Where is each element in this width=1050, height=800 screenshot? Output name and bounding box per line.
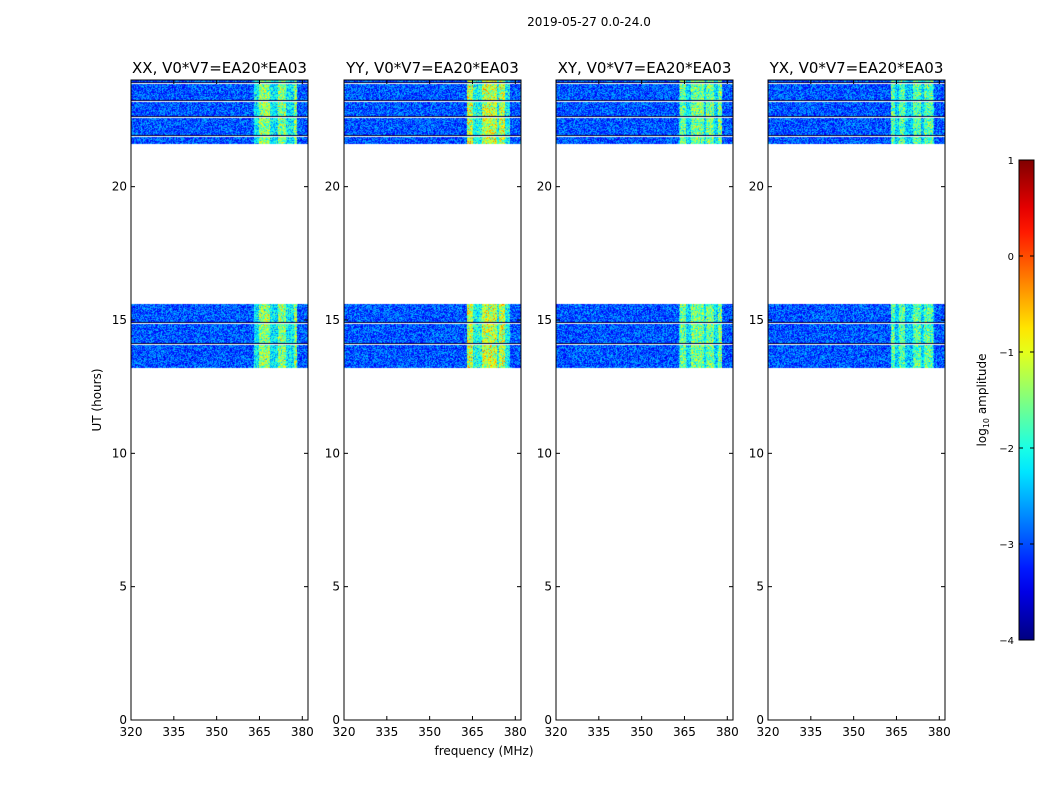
colorbar: −4 −3 −2 −1 0 1 bbox=[999, 156, 1035, 647]
panel-1: YY, V0*V7=EA20*EA03 320 335 350 365 380 0 5 10 15… bbox=[325, 59, 527, 739]
x-tick-label: 320 bbox=[545, 725, 568, 739]
y-tick-label: 5 bbox=[544, 580, 552, 594]
heatmap-image bbox=[768, 80, 945, 720]
plot-frame bbox=[555, 79, 734, 721]
y-tick-label: 0 bbox=[756, 713, 764, 727]
colorbar-tick-label: 1 bbox=[1008, 156, 1014, 167]
y-tick-label: 15 bbox=[537, 313, 552, 327]
x-axis-label: frequency (MHz) bbox=[434, 744, 533, 758]
x-tick-label: 320 bbox=[120, 725, 143, 739]
colorbar-tick-label: −3 bbox=[999, 540, 1014, 551]
x-tick-label: 365 bbox=[885, 725, 908, 739]
y-tick-label: 10 bbox=[325, 446, 340, 460]
x-tick-label: 350 bbox=[205, 725, 228, 739]
y-tick-label: 0 bbox=[544, 713, 552, 727]
panel-title: YX, V0*V7=EA20*EA03 bbox=[769, 59, 944, 77]
heatmap-image bbox=[556, 80, 733, 720]
plot-frame bbox=[767, 79, 946, 721]
x-tick-label: 380 bbox=[291, 725, 314, 739]
x-tick-label: 335 bbox=[375, 725, 398, 739]
x-tick-label: 380 bbox=[928, 725, 951, 739]
colorbar-tick-label: 0 bbox=[1008, 252, 1014, 263]
x-tick-label: 365 bbox=[461, 725, 484, 739]
x-tick-label: 365 bbox=[673, 725, 696, 739]
panel-title: XX, V0*V7=EA20*EA03 bbox=[132, 59, 307, 77]
x-tick-label: 350 bbox=[418, 725, 441, 739]
panel-title: XY, V0*V7=EA20*EA03 bbox=[558, 59, 732, 77]
x-tick-label: 350 bbox=[842, 725, 865, 739]
y-tick-label: 15 bbox=[112, 313, 127, 327]
figure-title: 2019-05-27 0.0-24.0 bbox=[527, 15, 651, 29]
y-tick-label: 0 bbox=[332, 713, 340, 727]
plot-frame bbox=[343, 79, 522, 721]
y-axis-label: UT (hours) bbox=[90, 368, 104, 431]
x-tick-label: 335 bbox=[162, 725, 185, 739]
y-tick-label: 15 bbox=[749, 313, 764, 327]
panel-3: YX, V0*V7=EA20*EA03 320 335 350 365 380 0 5 10 15… bbox=[749, 59, 951, 739]
plot-frame bbox=[130, 79, 309, 721]
y-tick-label: 15 bbox=[325, 313, 340, 327]
y-tick-label: 5 bbox=[332, 580, 340, 594]
colorbar-tick-label: −1 bbox=[999, 348, 1014, 359]
y-tick-label: 5 bbox=[119, 580, 127, 594]
y-tick-label: 10 bbox=[749, 446, 764, 460]
y-tick-label: 20 bbox=[325, 180, 340, 194]
colorbar-tick-label: −4 bbox=[999, 636, 1014, 647]
panel-0: XX, V0*V7=EA20*EA03 320 335 350 365 380 0 5 10 15… bbox=[112, 59, 314, 739]
x-tick-label: 365 bbox=[248, 725, 271, 739]
y-tick-label: 10 bbox=[112, 446, 127, 460]
y-tick-label: 0 bbox=[119, 713, 127, 727]
panel-title: YY, V0*V7=EA20*EA03 bbox=[345, 59, 519, 77]
panels-group: XX, V0*V7=EA20*EA03 320 335 350 365 380 0 5 10 15… bbox=[112, 59, 951, 739]
x-tick-label: 320 bbox=[333, 725, 356, 739]
x-tick-label: 320 bbox=[757, 725, 780, 739]
heatmap-image bbox=[344, 80, 521, 720]
colorbar-tick-label: −2 bbox=[999, 444, 1014, 455]
x-tick-label: 380 bbox=[716, 725, 739, 739]
x-tick-label: 350 bbox=[630, 725, 653, 739]
colorbar-gradient bbox=[1018, 159, 1035, 641]
panel-2: XY, V0*V7=EA20*EA03 320 335 350 365 380 0 5 10 15… bbox=[537, 59, 739, 739]
y-tick-label: 20 bbox=[112, 180, 127, 194]
y-tick-label: 20 bbox=[749, 180, 764, 194]
x-tick-label: 335 bbox=[587, 725, 610, 739]
y-tick-label: 5 bbox=[756, 580, 764, 594]
y-tick-label: 20 bbox=[537, 180, 552, 194]
x-tick-label: 335 bbox=[799, 725, 822, 739]
y-tick-label: 10 bbox=[537, 446, 552, 460]
colorbar-label: log10 amplitude bbox=[975, 354, 991, 447]
heatmap-image bbox=[131, 80, 308, 720]
x-tick-label: 380 bbox=[504, 725, 527, 739]
